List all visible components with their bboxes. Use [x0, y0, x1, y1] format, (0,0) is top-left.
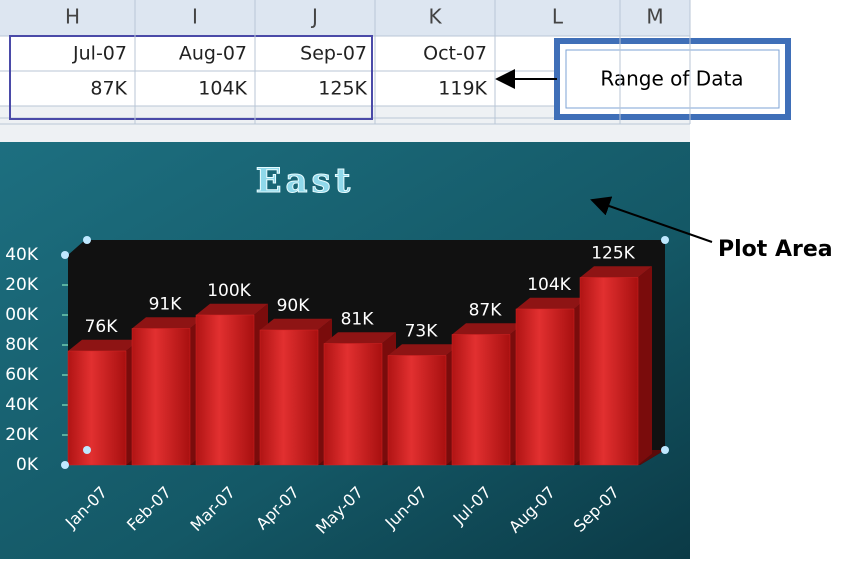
- cell: 125K: [318, 78, 367, 100]
- cell: Oct-07: [423, 43, 487, 65]
- column-header-bar: [0, 0, 690, 36]
- selection-handle: [61, 251, 69, 259]
- selection-handle: [661, 236, 669, 244]
- callout-inner: [565, 49, 780, 109]
- data-label: 100K: [207, 281, 251, 301]
- bar: [387, 355, 447, 466]
- cell: Jul-07: [72, 43, 127, 65]
- y-tick-label: 40K: [5, 245, 39, 265]
- y-tick-label: 60K: [5, 365, 39, 385]
- selection-handle: [83, 446, 91, 454]
- y-tick-label: 80K: [5, 335, 39, 355]
- cell: 104K: [198, 78, 247, 100]
- bar-top: [516, 297, 588, 309]
- bar-top: [132, 317, 204, 329]
- data-label: 73K: [405, 322, 439, 342]
- y-tick-label: 00K: [5, 305, 39, 325]
- bar-top: [260, 318, 332, 330]
- bar: [131, 328, 191, 466]
- range-selection: [9, 35, 373, 120]
- data-label: 91K: [149, 295, 183, 315]
- bar: [579, 277, 639, 466]
- column-header: M: [646, 5, 663, 29]
- column-header: I: [192, 5, 198, 29]
- data-label: 90K: [277, 296, 311, 316]
- cell: 119K: [438, 78, 487, 100]
- data-label: 125K: [591, 244, 635, 264]
- column-header: L: [552, 5, 564, 29]
- y-tick-label: 20K: [5, 425, 39, 445]
- callout-plot: Plot Area: [718, 237, 833, 262]
- selection-handle: [661, 446, 669, 454]
- arrow: [590, 196, 713, 243]
- selection-handle: [61, 461, 69, 469]
- y-tick-label: 0K: [16, 455, 39, 475]
- y-tick-label: 20K: [5, 275, 39, 295]
- callout-range: Range of Data: [600, 67, 743, 91]
- data-label: 81K: [341, 310, 375, 330]
- column-header: K: [428, 5, 442, 29]
- bar: [67, 350, 127, 466]
- bar-side: [638, 266, 652, 465]
- callout-box: [554, 38, 791, 120]
- bar: [323, 343, 383, 466]
- bar-top: [324, 332, 396, 344]
- column-header: J: [310, 5, 318, 29]
- cell: Aug-07: [179, 43, 247, 65]
- data-label: 87K: [469, 301, 503, 321]
- bar: [195, 314, 255, 466]
- column-header: H: [65, 5, 80, 29]
- bar-top: [452, 323, 524, 335]
- data-label: 104K: [527, 275, 571, 295]
- bar: [451, 334, 511, 466]
- y-tick-label: 40K: [5, 395, 39, 415]
- chart-title: East: [256, 161, 355, 201]
- data-label: 76K: [85, 317, 119, 337]
- cell: 87K: [90, 78, 127, 100]
- bar: [515, 308, 575, 466]
- bar-top: [68, 339, 140, 351]
- bar: [259, 329, 319, 466]
- cell: Sep-07: [300, 43, 367, 65]
- selection-handle: [83, 236, 91, 244]
- bar-top: [388, 344, 460, 356]
- bar-top: [196, 303, 268, 315]
- bar-top: [580, 266, 652, 278]
